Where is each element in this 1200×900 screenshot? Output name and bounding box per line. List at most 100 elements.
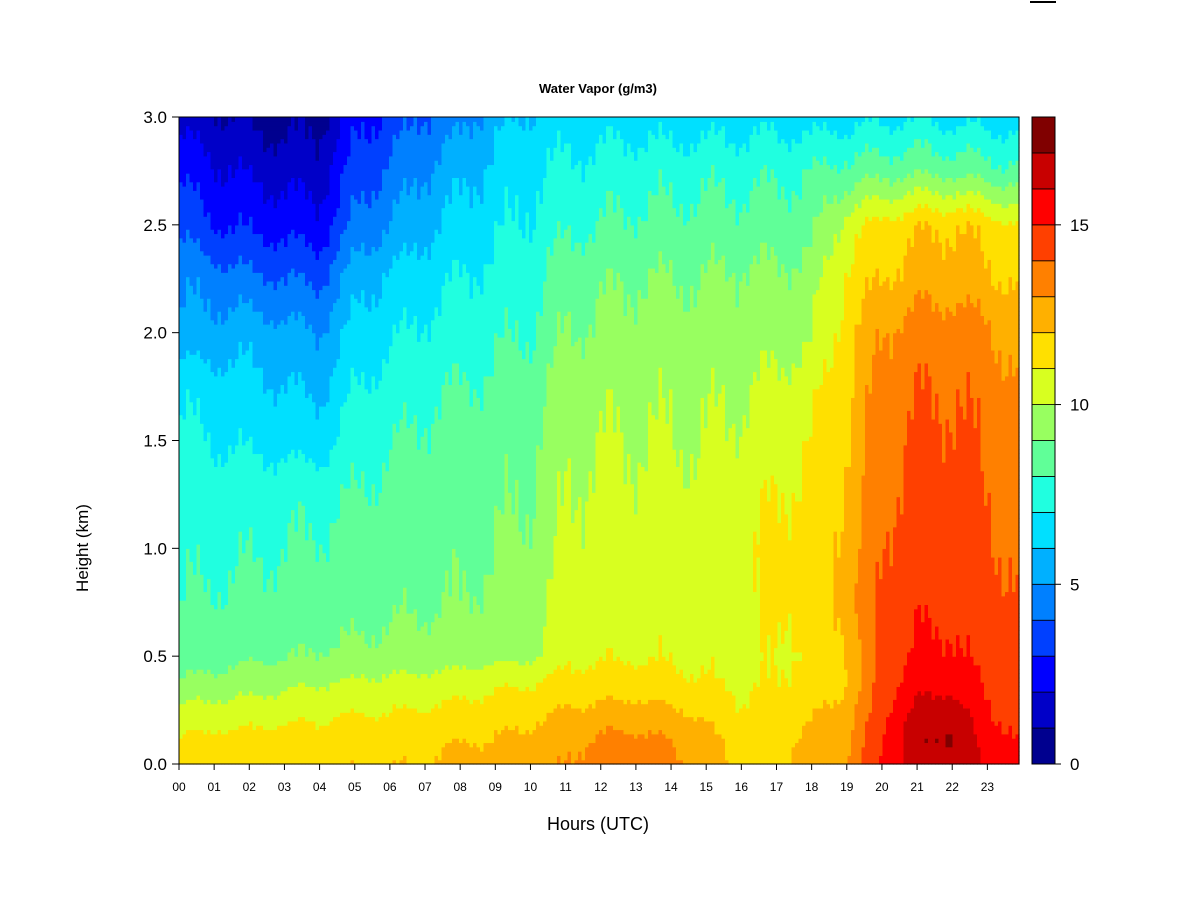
heatmap-cell: [217, 470, 222, 476]
heatmap-cell: [207, 380, 212, 386]
heatmap-cell: [294, 690, 299, 696]
heatmap-cell: [207, 427, 212, 433]
heatmap-cell: [280, 638, 285, 644]
heatmap-cell: [200, 513, 205, 519]
heatmap-cell: [200, 224, 205, 230]
heatmap-cell: [186, 539, 191, 545]
heatmap-cell: [189, 263, 194, 269]
heatmap-cell: [193, 358, 198, 364]
heatmap-cell: [270, 164, 275, 170]
heatmap-cell: [252, 457, 257, 463]
heatmap-cell: [266, 496, 271, 502]
heatmap-cell: [280, 267, 285, 273]
heatmap-cell: [224, 660, 229, 666]
heatmap-cell: [235, 302, 240, 308]
heatmap-cell: [235, 440, 240, 446]
heatmap-cell: [270, 367, 275, 373]
heatmap-cell: [182, 414, 187, 420]
heatmap-cell: [217, 255, 222, 260]
heatmap-cell: [231, 742, 236, 748]
heatmap-cell: [224, 682, 229, 687]
heatmap-cell: [217, 569, 222, 575]
heatmap-cell: [287, 173, 292, 178]
heatmap-cell: [186, 466, 191, 472]
heatmap-cell: [249, 121, 254, 127]
heatmap-cell: [245, 690, 250, 696]
heatmap-cell: [203, 449, 208, 455]
heatmap-cell: [203, 664, 208, 670]
heatmap-cell: [263, 582, 268, 588]
heatmap-cell: [277, 431, 282, 437]
heatmap-cell: [273, 638, 278, 644]
heatmap-cell: [284, 354, 289, 360]
heatmap-cell: [266, 457, 271, 463]
heatmap-cell: [231, 427, 236, 433]
heatmap-cell: [259, 733, 264, 739]
heatmap-cell: [245, 509, 250, 515]
heatmap-cell: [245, 336, 250, 342]
heatmap-cell: [179, 324, 184, 329]
heatmap-cell: [228, 664, 233, 670]
heatmap-cell: [263, 418, 268, 424]
heatmap-cell: [249, 181, 254, 187]
heatmap-cell: [249, 319, 254, 325]
heatmap-cell: [231, 656, 236, 662]
heatmap-cell: [196, 198, 201, 204]
heatmap-cell: [259, 466, 264, 472]
heatmap-cell: [193, 755, 198, 761]
heatmap-cell: [291, 242, 296, 247]
heatmap-cell: [214, 509, 219, 515]
heatmap-cell: [231, 444, 236, 450]
heatmap-cell: [238, 462, 243, 467]
heatmap-cell: [231, 371, 236, 377]
heatmap-cell: [207, 125, 212, 131]
heatmap-cell: [238, 574, 243, 580]
heatmap-cell: [266, 207, 271, 213]
heatmap-cell: [263, 613, 268, 618]
heatmap-cell: [221, 220, 226, 226]
heatmap-cell: [217, 358, 222, 364]
heatmap-cell: [256, 138, 261, 144]
heatmap-cell: [273, 134, 278, 140]
heatmap-cell: [200, 220, 205, 226]
heatmap-cell: [238, 246, 243, 252]
heatmap-cell: [256, 682, 261, 687]
heatmap-cell: [179, 293, 184, 299]
heatmap-cell: [217, 492, 222, 498]
heatmap-cell: [259, 552, 264, 558]
heatmap-cell: [291, 233, 296, 239]
heatmap-cell: [214, 608, 219, 614]
heatmap-cell: [245, 431, 250, 437]
heatmap-cell: [245, 466, 250, 472]
heatmap-cell: [273, 556, 278, 562]
heatmap-cell: [210, 229, 215, 235]
heatmap-cell: [249, 190, 254, 196]
heatmap-cell: [266, 453, 271, 459]
heatmap-cell: [235, 686, 240, 692]
heatmap-cell: [217, 449, 222, 455]
heatmap-cell: [263, 393, 268, 398]
heatmap-cell: [287, 263, 292, 269]
heatmap-cell: [189, 315, 194, 321]
heatmap-cell: [182, 552, 187, 558]
heatmap-cell: [214, 500, 219, 506]
heatmap-cell: [189, 311, 194, 317]
heatmap-cell: [210, 280, 215, 286]
heatmap-cell: [256, 535, 261, 541]
heatmap-cell: [207, 302, 212, 308]
heatmap-cell: [207, 483, 212, 489]
heatmap-cell: [210, 267, 215, 273]
heatmap-cell: [182, 539, 187, 545]
heatmap-cell: [259, 138, 264, 144]
heatmap-cell: [189, 755, 194, 761]
heatmap-cell: [249, 669, 254, 675]
heatmap-cell: [203, 682, 208, 687]
heatmap-cell: [217, 475, 222, 480]
heatmap-cell: [221, 621, 226, 627]
heatmap-cell: [284, 587, 289, 593]
heatmap-cell: [256, 625, 261, 631]
heatmap-cell: [249, 531, 254, 536]
heatmap-cell: [277, 578, 282, 584]
heatmap-cell: [273, 285, 278, 291]
heatmap-cell: [196, 492, 201, 498]
